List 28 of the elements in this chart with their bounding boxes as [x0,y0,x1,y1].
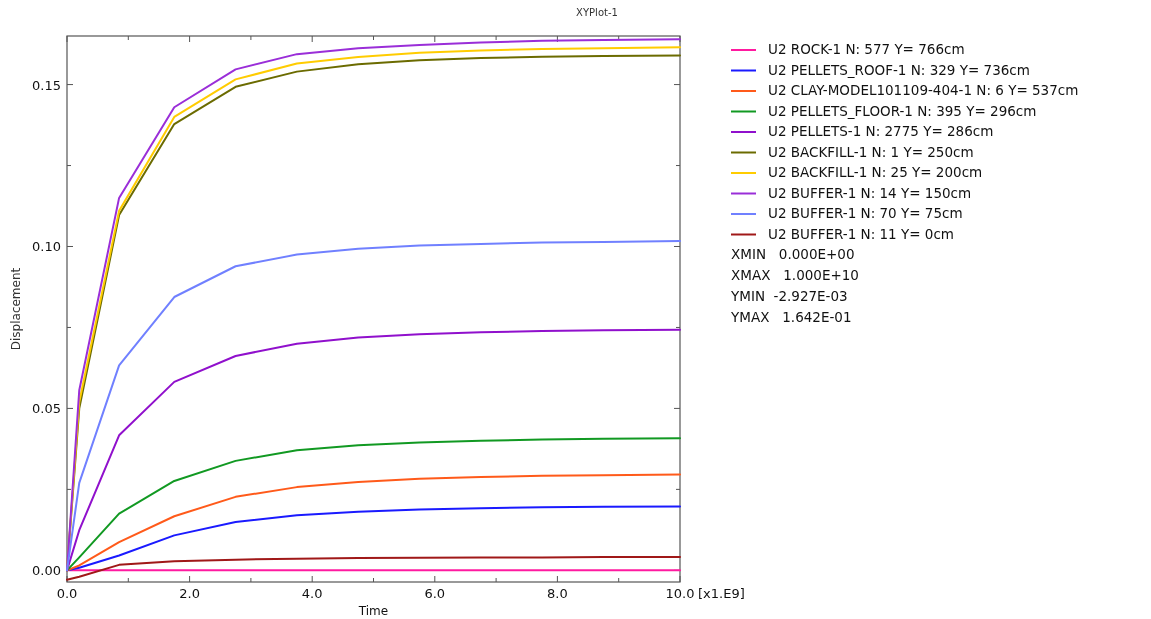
legend-label: U2 CLAY-MODEL101109-404-1 N: 6 Y= 537cm [768,82,1079,98]
text: [x1.E9] [698,586,745,601]
text: XMAX 1.000E+10 [731,267,859,283]
x-tick-label: 2.0 [179,586,200,601]
text: XMIN 0.000E+00 [731,246,855,262]
legend-label: U2 PELLETS_ROOF-1 N: 329 Y= 736cm [768,61,1030,78]
legend-label: U2 BACKFILL-1 N: 25 Y= 200cm [768,164,983,180]
legend-label: U2 PELLETS-1 N: 2775 Y= 286cm [768,123,994,139]
legend-label: U2 ROCK-1 N: 577 Y= 766cm [768,41,965,57]
text: YMAX 1.642E-01 [730,309,852,325]
x-axis-title: Time [357,604,389,618]
y-tick-label: 0.15 [32,77,61,93]
x-tick-label: 8.0 [547,586,568,601]
y-tick-label: 0.05 [32,401,61,417]
x-tick-label: 6.0 [424,586,446,601]
legend-label: U2 BACKFILL-1 N: 1 Y= 250cm [768,143,974,160]
chart-title: XYPlot-1 [576,7,618,18]
y-tick-label: 0.00 [32,563,61,579]
legend-label: U2 BUFFER-1 N: 70 Y= 75cm [768,205,963,221]
text: YMIN -2.927E-03 [730,288,848,304]
x-tick-label: 0.0 [56,586,78,601]
legend-label: U2 PELLETS_FLOOR-1 N: 395 Y= 296cm [768,102,1037,119]
x-tick-label: 10.0 [665,586,695,601]
x-tick-label: 4.0 [301,586,323,601]
legend-label: U2 BUFFER-1 N: 11 Y= 0cm [768,225,954,242]
legend-label: U2 BUFFER-1 N: 14 Y= 150cm [768,184,972,201]
y-axis-title: Displacement [9,267,23,351]
y-tick-label: 0.10 [32,239,61,255]
